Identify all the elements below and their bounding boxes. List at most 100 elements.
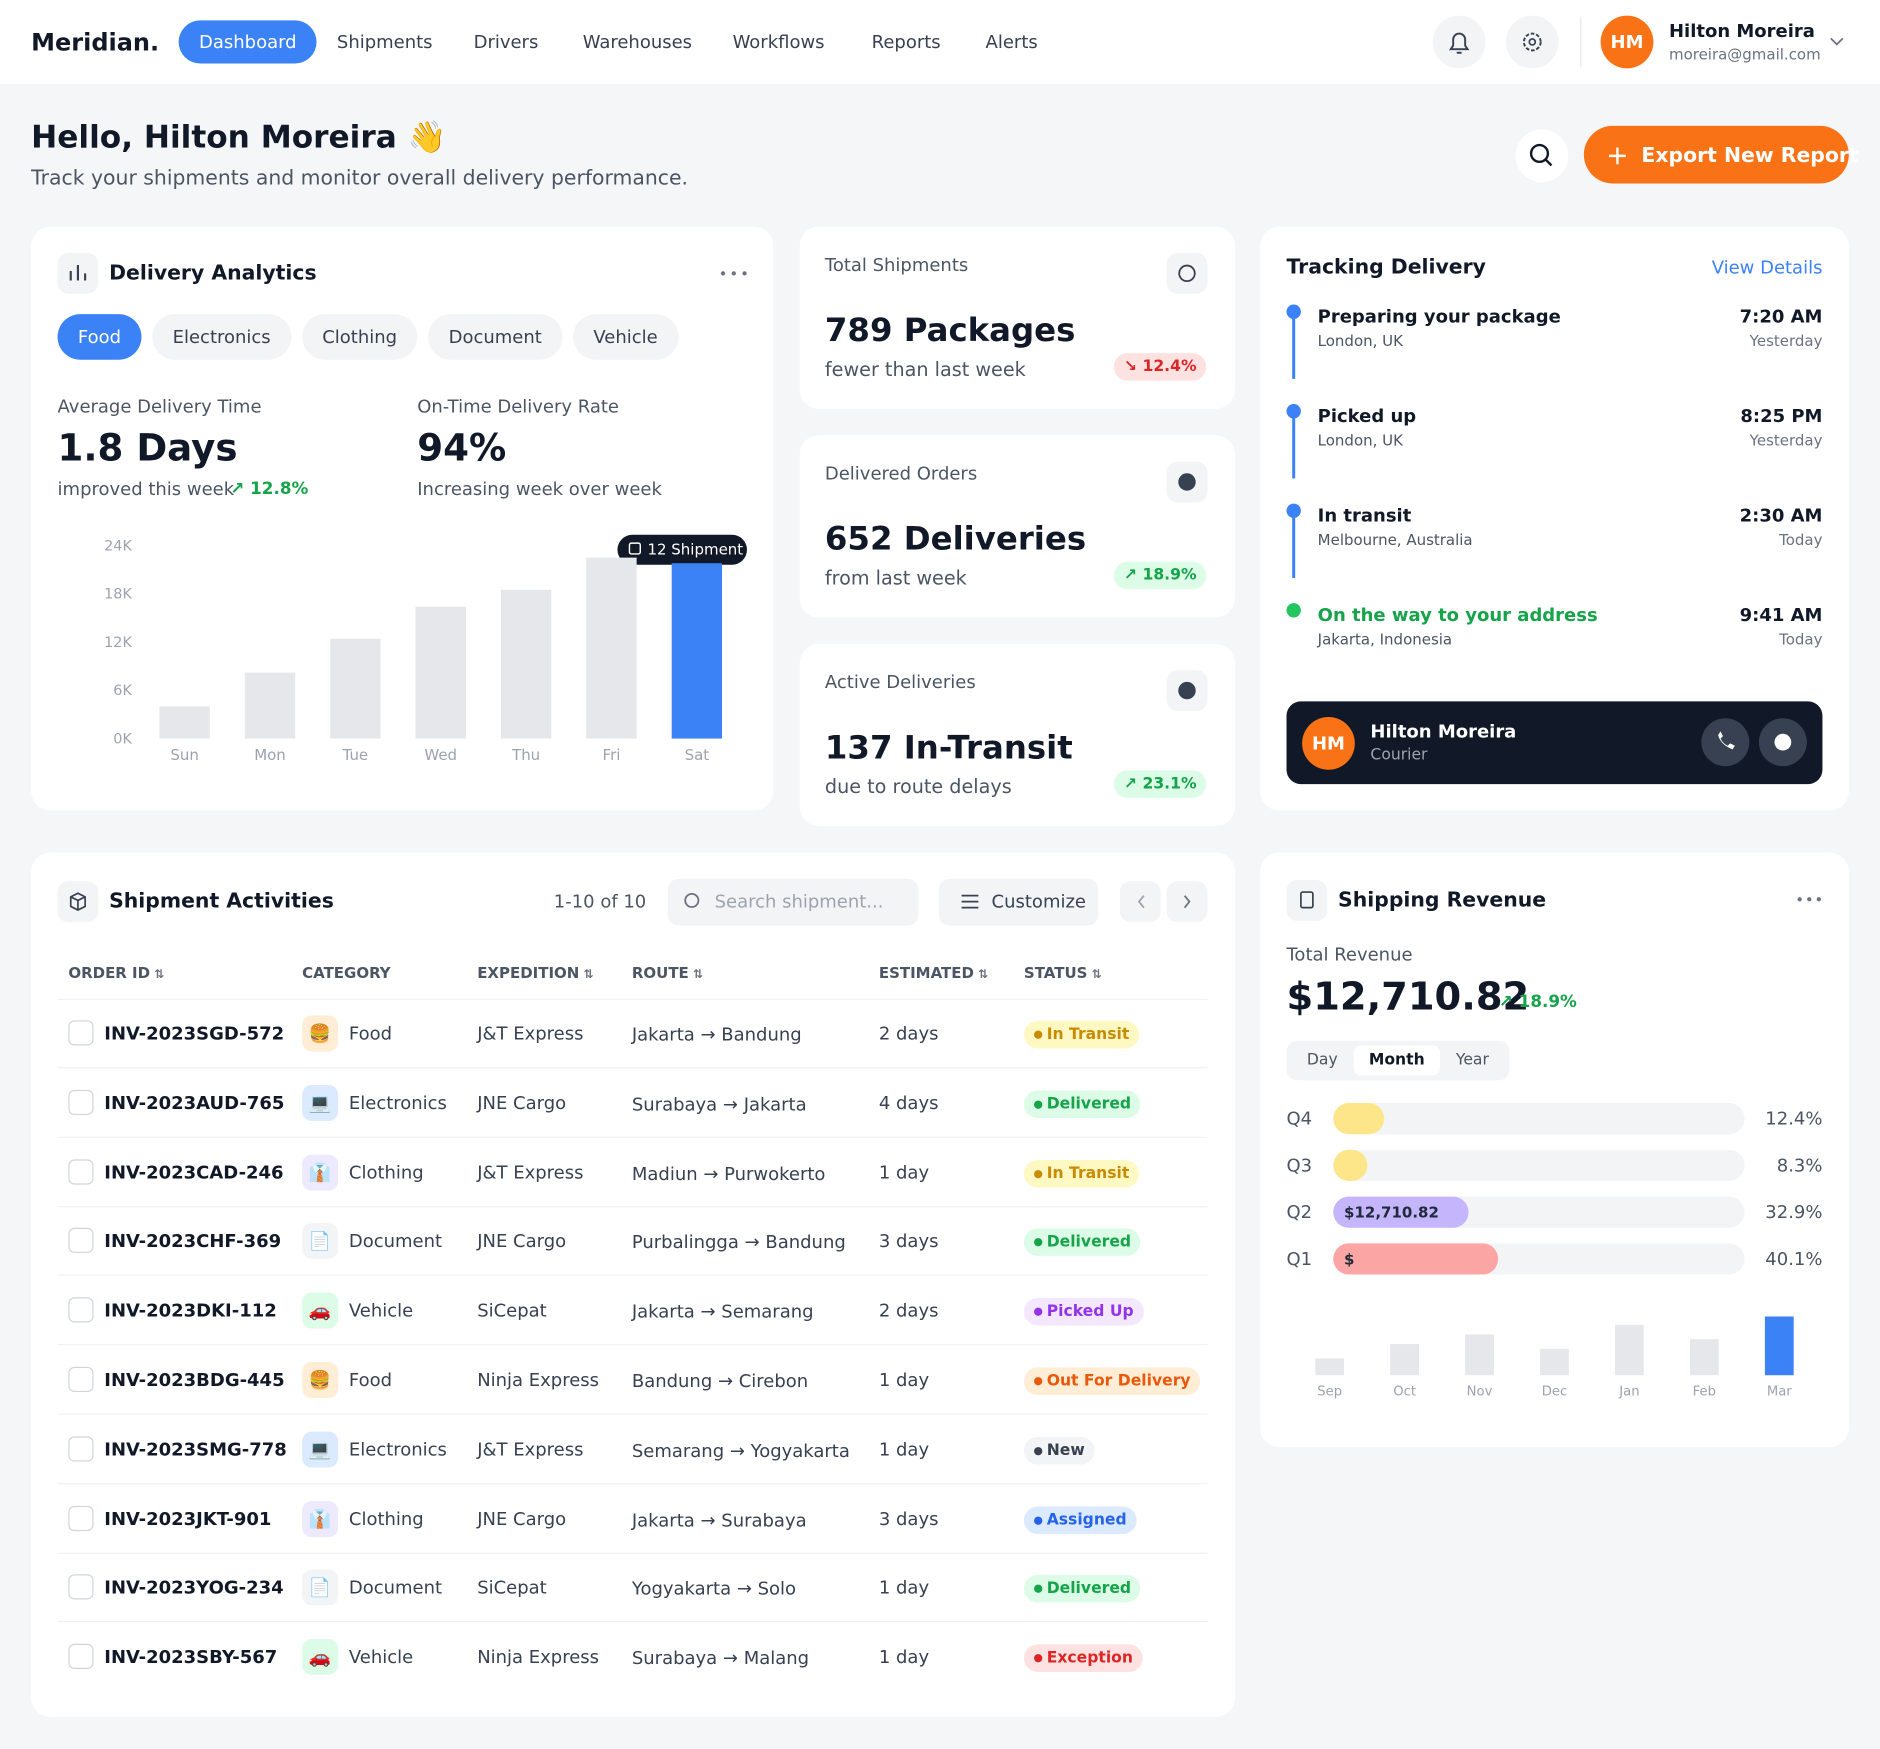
- category-icon: 📄: [302, 1223, 339, 1260]
- tracking-link[interactable]: View Details: [1711, 256, 1823, 279]
- status: In Transit: [1023, 1020, 1139, 1049]
- tab[interactable]: Clothing: [301, 314, 418, 360]
- checkbox[interactable]: [68, 1089, 94, 1115]
- stat-value: 789 Packages: [824, 312, 1076, 350]
- settings-button[interactable]: [1505, 15, 1559, 69]
- checkbox[interactable]: [68, 1158, 94, 1185]
- next-button[interactable]: [1166, 881, 1208, 923]
- nav-item[interactable]: Shipments: [336, 31, 433, 53]
- category: Clothing: [348, 1507, 424, 1530]
- category: Document: [348, 1577, 443, 1599]
- nav-item[interactable]: Workflows: [732, 31, 825, 53]
- checkbox[interactable]: [68, 1297, 94, 1323]
- category-icon: 🚗: [302, 1639, 339, 1676]
- stat-change: 18.9%: [1114, 561, 1207, 590]
- order-id: INV-2023SMG-778: [104, 1438, 287, 1461]
- courier-avatar: [1302, 716, 1355, 770]
- nav-item[interactable]: Dashboard: [178, 20, 317, 64]
- route: Yogyakarta → Solo: [631, 1578, 797, 1600]
- category: Clothing: [348, 1161, 424, 1183]
- status: In Transit: [1023, 1159, 1139, 1188]
- stat-icon: [1166, 461, 1208, 503]
- chat-button[interactable]: [1758, 718, 1807, 767]
- expedition: Ninja Express: [477, 1646, 600, 1669]
- row-rule: [57, 1344, 1208, 1346]
- period-option[interactable]: Month: [1353, 1045, 1441, 1076]
- tab[interactable]: Electronics: [152, 314, 292, 360]
- column-header: ESTIMATED: [879, 963, 988, 981]
- route: Surabaya → Malang: [631, 1647, 810, 1670]
- status: Delivered: [1023, 1575, 1141, 1603]
- order-id: INV-2023YOG-234: [104, 1577, 284, 1599]
- metric-value: 1.8 Days: [57, 426, 238, 471]
- prev-button[interactable]: [1119, 881, 1161, 923]
- row-rule: [57, 1482, 1208, 1485]
- step-day: Yesterday: [1749, 431, 1823, 450]
- user-email: moreira@gmail.com: [1668, 44, 1821, 63]
- avatar: [1600, 15, 1654, 69]
- avatar-initials: HM: [1610, 31, 1644, 53]
- notification-button[interactable]: [1432, 15, 1486, 69]
- checkbox[interactable]: [68, 1644, 94, 1670]
- nav-item[interactable]: Alerts: [985, 31, 1038, 53]
- search-box[interactable]: [667, 878, 919, 926]
- metric-note: improved this week: [57, 478, 235, 500]
- category-icon: 📄: [302, 1569, 339, 1606]
- category: Electronics: [348, 1092, 447, 1114]
- step-time: 7:20 AM: [1739, 305, 1823, 328]
- nav-item[interactable]: Reports: [871, 31, 941, 53]
- period-option[interactable]: Day: [1306, 1051, 1338, 1070]
- greeting-title: Hello, Hilton Moreira 👋: [31, 119, 447, 156]
- quarter-label: Q4: [1286, 1107, 1313, 1130]
- nav-item[interactable]: Drivers: [473, 31, 539, 53]
- route: Surabaya → Jakarta: [631, 1093, 807, 1115]
- stat-note: from last week: [824, 566, 967, 590]
- expedition: J&T Express: [477, 1022, 584, 1045]
- tab[interactable]: Vehicle: [572, 314, 679, 360]
- value-label: 32.9%: [1765, 1201, 1823, 1223]
- tab-row: Food Electronics Clothing Document Vehicle: [57, 314, 679, 360]
- step-time: 2:30 AM: [1739, 504, 1823, 527]
- stat-value: 652 Deliveries: [824, 520, 1087, 559]
- revenue-label: Total Revenue: [1286, 943, 1413, 966]
- route: Semarang → Yogyakarta: [631, 1439, 850, 1462]
- stat-note: due to route delays: [824, 775, 1012, 798]
- step-time: 9:41 AM: [1739, 604, 1823, 626]
- checkbox[interactable]: [68, 1366, 94, 1393]
- value-label: 8.3%: [1776, 1154, 1823, 1177]
- nav-item[interactable]: Warehouses: [582, 31, 693, 53]
- checkbox[interactable]: [68, 1020, 94, 1046]
- estimated: 2 days: [878, 1299, 939, 1322]
- expedition: Ninja Express: [477, 1369, 600, 1391]
- order-id: INV-2023SBY-567: [104, 1646, 278, 1669]
- expedition: JNE Cargo: [477, 1230, 567, 1253]
- expedition: SiCepat: [477, 1577, 547, 1599]
- route: Jakarta → Surabaya: [631, 1509, 807, 1531]
- metric-value: 94%: [417, 426, 507, 471]
- expedition: JNE Cargo: [477, 1092, 567, 1114]
- checkbox[interactable]: [68, 1574, 94, 1600]
- call-button[interactable]: [1701, 718, 1750, 767]
- search-button[interactable]: [1515, 129, 1569, 183]
- tab[interactable]: Food: [57, 314, 142, 360]
- tooltip-label: 12 Shipment: [647, 540, 744, 559]
- step-place: Jakarta, Indonesia: [1317, 630, 1453, 649]
- order-id: INV-2023SGD-572: [104, 1022, 285, 1045]
- period-option[interactable]: Year: [1455, 1051, 1489, 1070]
- revenue-value: $12,710.82: [1286, 973, 1530, 1020]
- category-icon: 👔: [302, 1154, 339, 1191]
- checkbox[interactable]: [68, 1228, 94, 1254]
- logo: Meridian.: [31, 27, 160, 57]
- courier-role: Courier: [1370, 746, 1428, 765]
- column-header: ORDER ID: [68, 963, 164, 981]
- export-button[interactable]: [1583, 125, 1849, 184]
- route: Purbalingga → Bandung: [631, 1231, 846, 1254]
- category: Vehicle: [348, 1646, 414, 1669]
- estimated: 4 days: [878, 1092, 939, 1114]
- step-day: Today: [1779, 630, 1823, 649]
- checkbox[interactable]: [68, 1436, 94, 1462]
- tab[interactable]: Document: [428, 314, 563, 360]
- bar-label: $: [1344, 1249, 1355, 1268]
- estimated: 1 day: [878, 1161, 930, 1183]
- checkbox[interactable]: [68, 1505, 94, 1531]
